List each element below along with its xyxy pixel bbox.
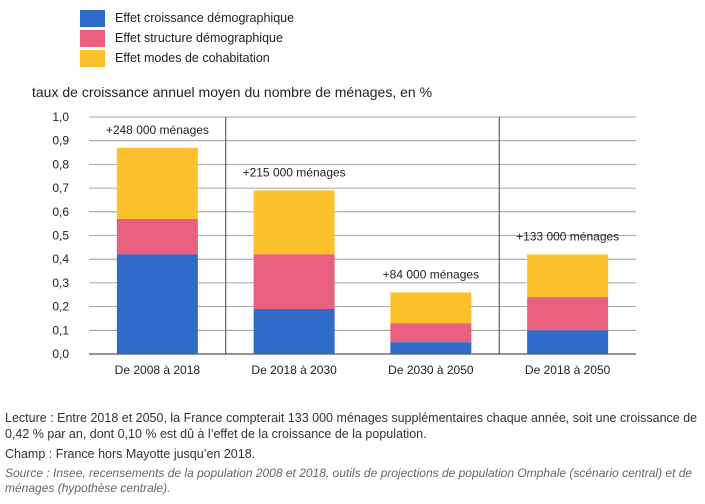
y-tick-label: 0,6 [52, 205, 69, 219]
x-tick-label: De 2030 à 2050 [388, 363, 474, 377]
y-tick-label: 0,0 [52, 347, 69, 361]
bar-segment [390, 323, 472, 343]
bar-segment [527, 330, 609, 354]
chart-notes: Lecture : Entre 2018 et 2050, la France … [5, 410, 700, 500]
legend-label-croissance: Effet croissance démographique [115, 11, 295, 25]
bar-segment [390, 342, 472, 354]
legend-swatch-structure [80, 29, 105, 47]
y-tick-label: 0,5 [52, 229, 69, 243]
bar-data-label: +84 000 ménages [383, 267, 479, 281]
stacked-bar-chart: 0,0 0,1 0,2 0,3 0,4 0,5 0,6 0,7 0,8 0,9 1,0 +248 00… [52, 110, 636, 377]
x-tick-label: De 2018 à 2030 [251, 363, 337, 377]
y-tick-label: 0,3 [52, 276, 69, 290]
bar-segment [116, 218, 198, 255]
bar-segment [253, 254, 335, 309]
x-tick-label: De 2018 à 2050 [525, 363, 611, 377]
bar-segment [116, 147, 198, 219]
x-tick-label: De 2008 à 2018 [115, 363, 201, 377]
y-tick-label: 1,0 [52, 110, 69, 124]
y-tick-label: 0,9 [52, 134, 69, 148]
y-tick-label: 0,4 [52, 252, 69, 266]
y-tick-label: 0,8 [52, 157, 69, 171]
y-tick-label: 0,2 [52, 300, 69, 314]
legend-swatch-croissance [80, 9, 105, 27]
bar-segment [253, 190, 335, 255]
bar-segment [527, 297, 609, 331]
chart-legend: Effet croissance démographique Effet str… [80, 8, 294, 68]
legend-item-croissance: Effet croissance démographique [80, 8, 294, 28]
note-source: Source : Insee, recensements de la popul… [5, 466, 693, 495]
y-tick-label: 0,7 [52, 181, 69, 195]
legend-item-cohabitation: Effet modes de cohabitation [80, 48, 294, 68]
legend-label-cohabitation: Effet modes de cohabitation [115, 51, 270, 65]
legend-item-structure: Effet structure démographique [80, 28, 294, 48]
y-tick-label: 0,1 [52, 323, 69, 337]
bar-segment [253, 308, 335, 354]
legend-label-structure: Effet structure démographique [115, 31, 283, 45]
chart-title: taux de croissance annuel moyen du nombr… [32, 84, 433, 100]
bar-data-label: +248 000 ménages [106, 123, 209, 137]
bar-segment [527, 254, 609, 298]
bar-data-label: +215 000 ménages [243, 165, 346, 179]
note-champ: Champ : France hors Mayotte jusqu’en 201… [5, 447, 256, 461]
bar-data-label: +133 000 ménages [516, 229, 619, 243]
bar-segment [116, 254, 198, 354]
legend-swatch-cohabitation [80, 49, 105, 67]
note-lecture: Lecture : Entre 2018 et 2050, la France … [5, 411, 698, 441]
bar-segment [390, 292, 472, 324]
